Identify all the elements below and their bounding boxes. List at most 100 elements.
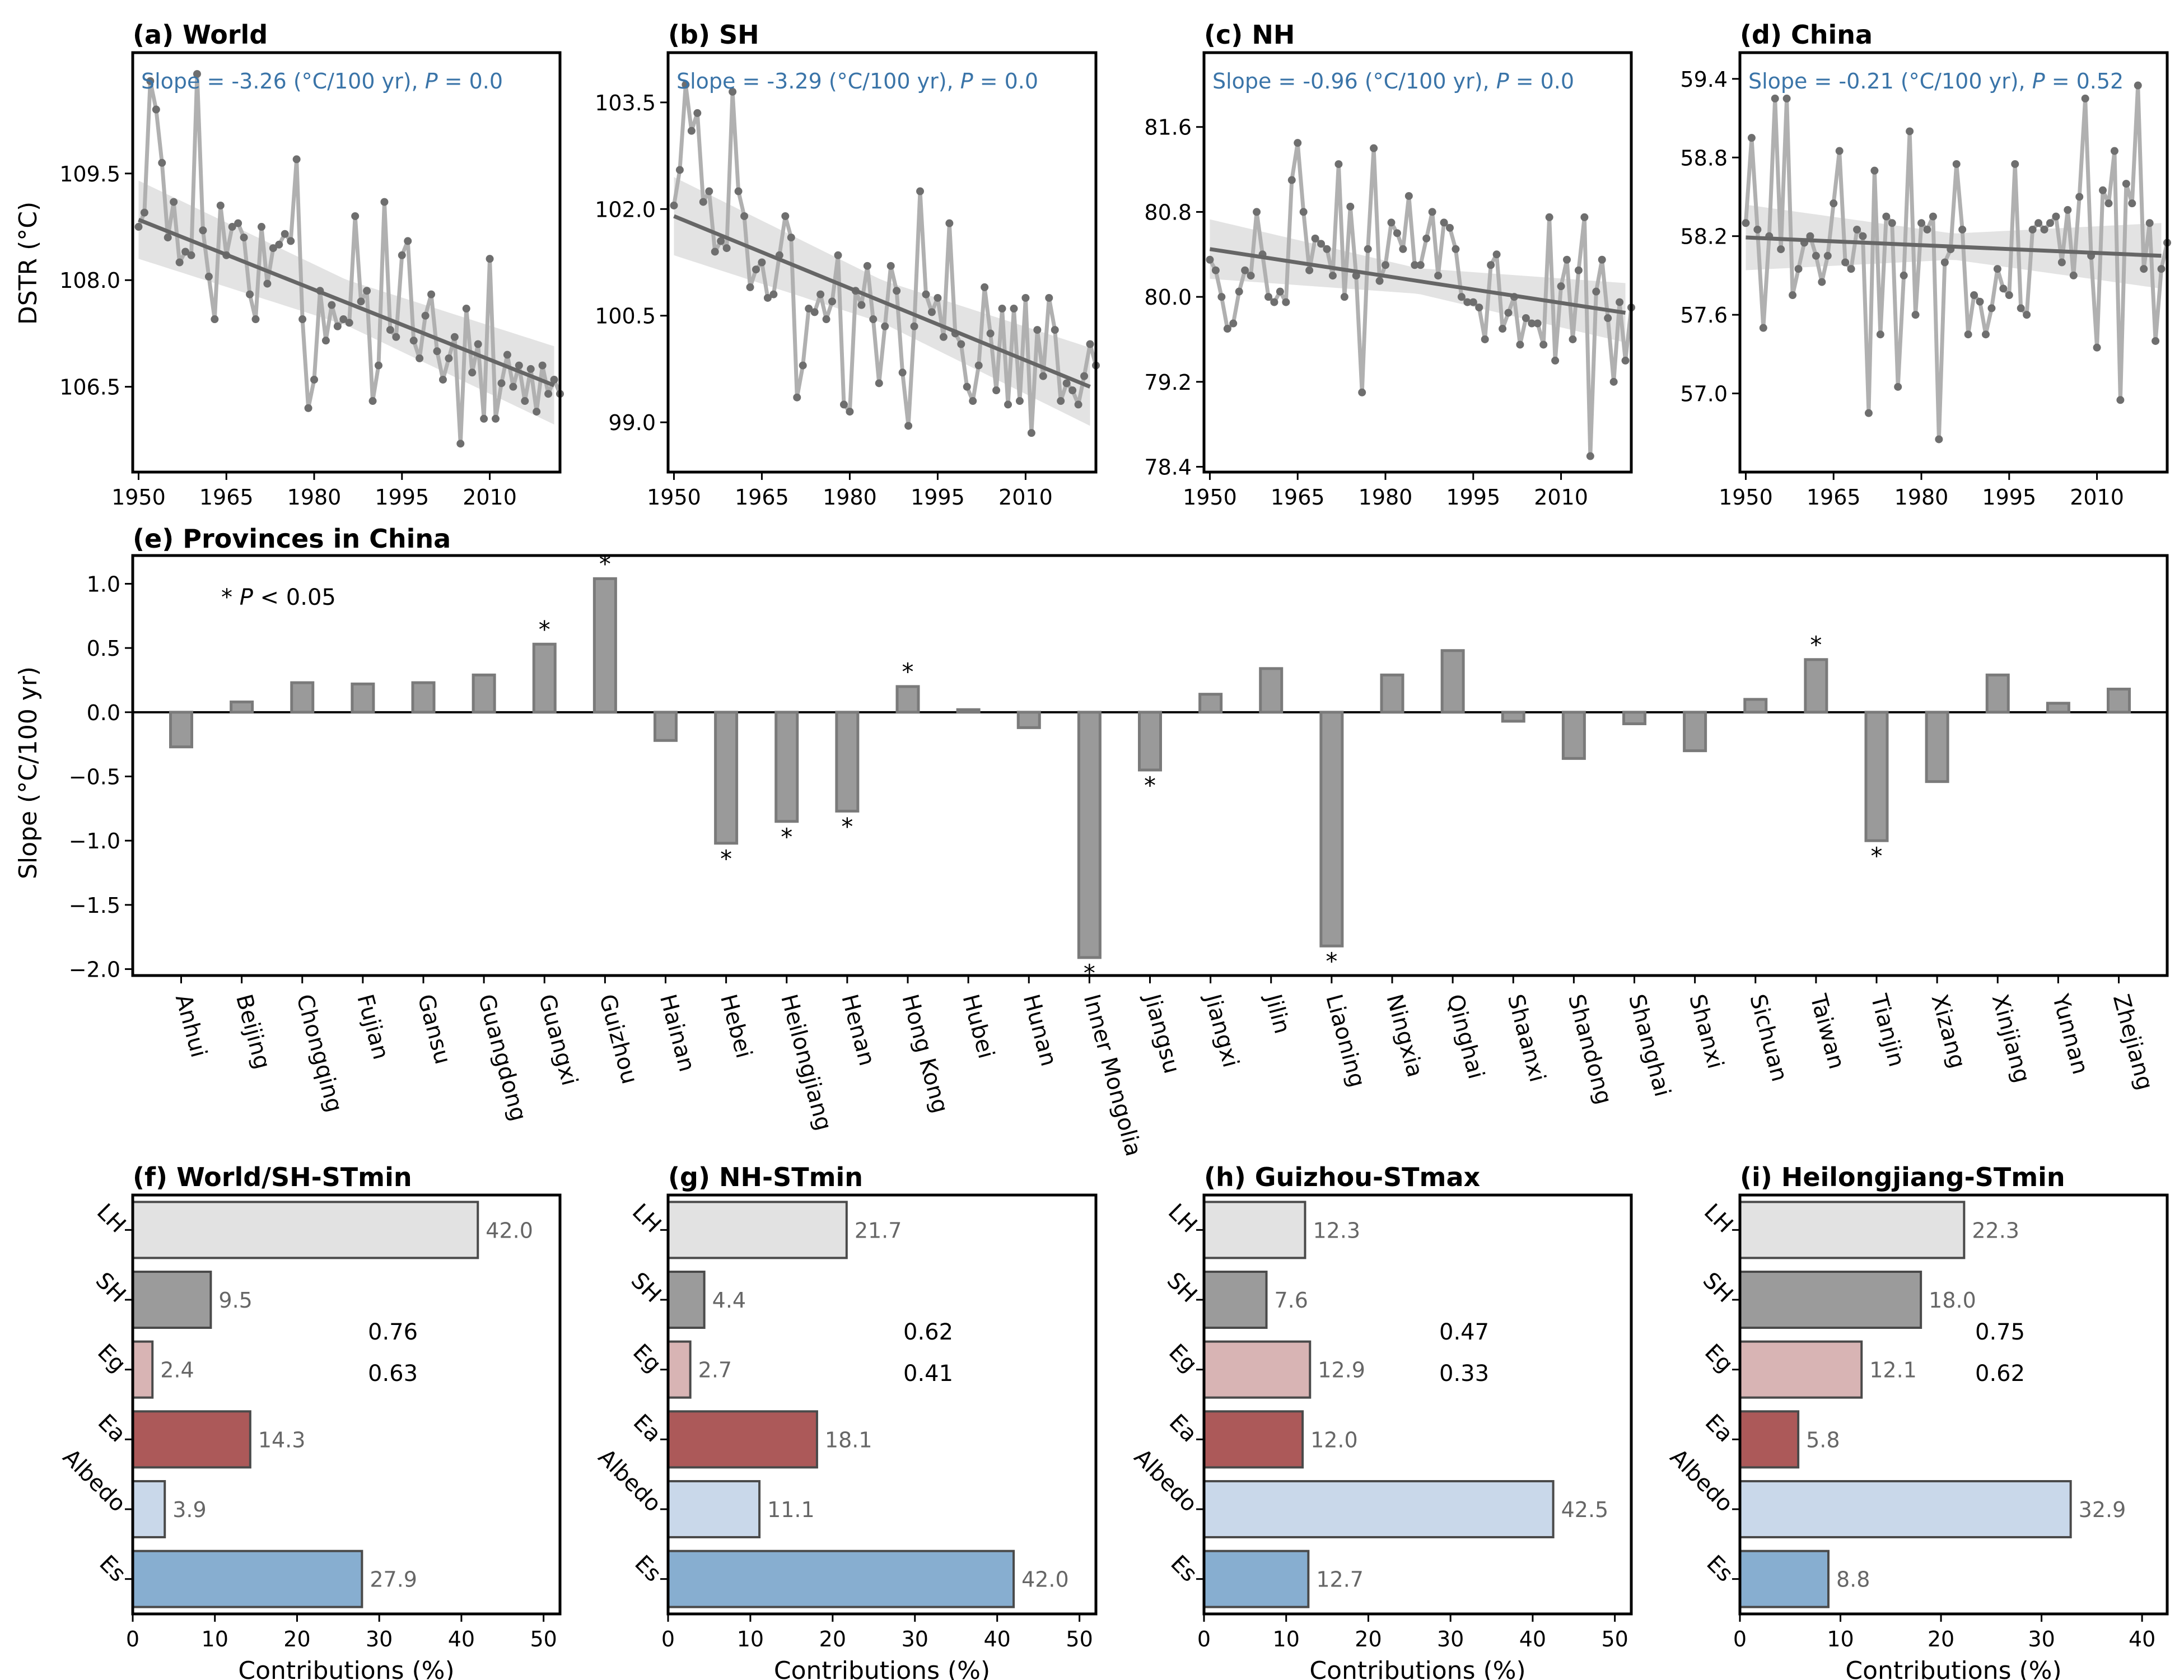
- data-point: [2075, 193, 2084, 201]
- significance-marker: *: [1084, 959, 1095, 987]
- data-point: [1609, 377, 1618, 386]
- data-point: [1830, 199, 1838, 208]
- data-point: [2034, 219, 2043, 227]
- test-r2-annotation: 0.63: [368, 1361, 418, 1387]
- y-tick-label: LH: [1699, 1199, 1738, 1238]
- data-point: [722, 244, 731, 253]
- data-point: [1021, 293, 1030, 302]
- data-point: [240, 234, 248, 242]
- data-point: [1794, 265, 1803, 273]
- y-tick-label: Es: [629, 1551, 666, 1587]
- data-point: [257, 223, 265, 231]
- data-point: [1475, 304, 1483, 312]
- bar-albedo: [132, 1480, 166, 1538]
- bar-es: [132, 1550, 363, 1608]
- x-tick-label: 1980: [1894, 485, 1949, 510]
- data-point: [1888, 219, 1896, 227]
- data-point: [1481, 335, 1489, 343]
- data-point: [1051, 326, 1059, 334]
- data-point: [1223, 325, 1231, 333]
- bar-value-label: 9.5: [218, 1288, 252, 1313]
- data-point: [1004, 400, 1012, 409]
- data-point: [363, 287, 371, 295]
- data-point: [345, 319, 353, 327]
- data-point: [1777, 245, 1785, 254]
- data-point: [1970, 291, 1978, 300]
- data-point: [1551, 356, 1560, 365]
- data-point: [1906, 127, 1914, 136]
- bar-fujian: [351, 682, 375, 714]
- data-point: [1206, 255, 1214, 264]
- y-tick-label: 80.0: [1144, 285, 1192, 310]
- x-tick-label: Hainan: [655, 992, 700, 1075]
- data-point: [134, 223, 143, 231]
- x-tick-label: Ningxia: [1381, 992, 1428, 1080]
- y-axis-label: Slope (°C/100 yr): [14, 666, 43, 879]
- bar-value-label: 18.1: [825, 1427, 872, 1452]
- data-point: [1847, 265, 1855, 273]
- y-tick-label: Albedo: [1665, 1444, 1738, 1517]
- data-point: [922, 290, 930, 298]
- data-point: [509, 382, 517, 391]
- data-point: [392, 333, 400, 341]
- data-point: [2104, 199, 2113, 208]
- x-tick-label: 30: [1437, 1627, 1464, 1651]
- panel-title: (e) Provinces in China: [133, 524, 451, 554]
- bar-value-label: 8.8: [1836, 1567, 1870, 1592]
- x-tick-label: 1950: [647, 485, 701, 510]
- panel-title: (f) World/SH-STmin: [133, 1162, 412, 1192]
- panel-h: 12.3 LH 7.6 SH 12.9 Eg 12.0 Ea 42.5 Albedo 12.7 Es 0…: [1129, 1162, 1633, 1680]
- significance-marker: *: [599, 550, 611, 577]
- y-tick-label: 57.6: [1680, 303, 1728, 328]
- data-point: [1499, 325, 1507, 333]
- panel-g: 21.7 LH 4.4 SH 2.7 Eg 18.1 Ea 11.1 Albedo 42.0 Es 0 1…: [593, 1162, 1098, 1680]
- data-point: [2081, 94, 2089, 102]
- x-tick-label: Shanghai: [1623, 992, 1676, 1100]
- y-tick-label: 103.5: [595, 91, 656, 115]
- bar-zhejiang: [2107, 688, 2131, 714]
- data-point: [881, 322, 889, 330]
- bar-value-label: 12.9: [1318, 1358, 1365, 1383]
- x-tick-label: 0: [1733, 1627, 1747, 1651]
- x-tick-label: 1980: [1359, 485, 1413, 510]
- bar-gansu: [411, 681, 436, 714]
- x-tick-label: 10: [1273, 1627, 1300, 1651]
- data-point: [1806, 232, 1814, 240]
- bar-hebei: [714, 711, 739, 845]
- data-point: [1062, 379, 1071, 388]
- x-tick-label: Chongqing: [291, 992, 347, 1115]
- data-point: [1416, 261, 1425, 269]
- data-point: [752, 265, 760, 274]
- data-point: [538, 361, 547, 370]
- bar-value-label: 21.7: [855, 1218, 902, 1243]
- bar-value-label: 14.3: [258, 1427, 306, 1452]
- x-axis-label: Contributions (%): [1845, 1656, 2061, 1680]
- data-point: [450, 333, 459, 341]
- x-tick-label: Inner Mongolia: [1079, 992, 1146, 1159]
- bar-tianjin: [1864, 711, 1889, 842]
- significance-marker: *: [1144, 772, 1156, 799]
- x-axis-label: Contributions (%): [774, 1656, 990, 1680]
- data-point: [1311, 234, 1319, 242]
- data-point: [805, 305, 813, 313]
- data-point: [1270, 298, 1278, 306]
- trend-line: [1746, 235, 2162, 258]
- x-tick-label: Liaoning: [1320, 992, 1370, 1090]
- test-r2-annotation: 0.33: [1439, 1361, 1489, 1387]
- data-point: [175, 258, 184, 267]
- x-tick-label: 50: [530, 1627, 557, 1651]
- data-point: [2057, 258, 2066, 267]
- x-tick-label: 1980: [287, 485, 342, 510]
- y-tick-label: 80.8: [1144, 200, 1192, 225]
- data-point: [687, 127, 696, 135]
- x-tick-label: 2010: [998, 485, 1053, 510]
- data-point: [781, 212, 790, 220]
- data-point: [386, 326, 394, 334]
- trend-line: [673, 214, 1091, 389]
- data-point: [1440, 218, 1448, 227]
- significance-marker: *: [1326, 948, 1337, 975]
- data-point: [1911, 311, 1920, 319]
- x-tick-label: Gansu: [412, 992, 455, 1067]
- data-point: [1264, 293, 1272, 301]
- bar-qinghai: [1440, 649, 1465, 714]
